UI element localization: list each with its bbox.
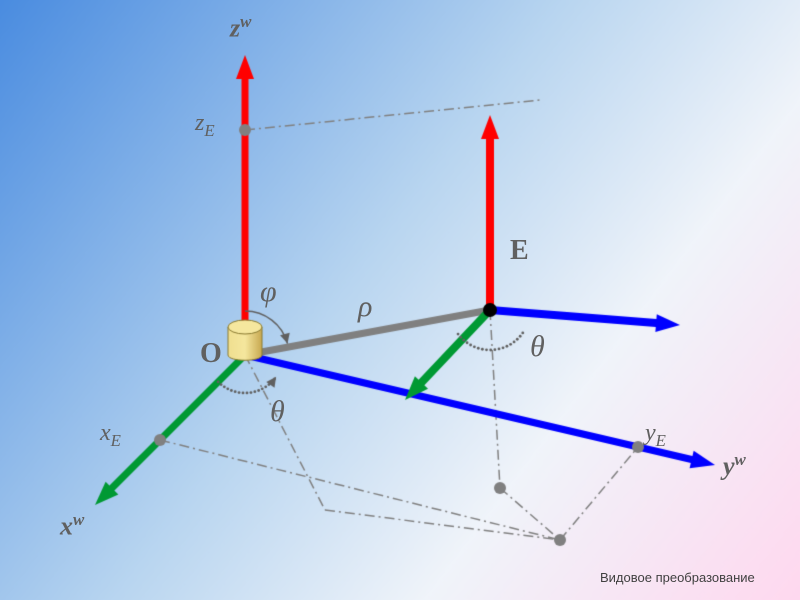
label-phi: φ [260, 275, 277, 309]
label-yE: yE [645, 420, 666, 451]
label-rho: ρ [358, 290, 372, 324]
label-E: E [510, 235, 529, 267]
diagram-canvas [0, 0, 800, 600]
label-O: O [200, 338, 222, 370]
label-yw: yw [723, 450, 746, 482]
label-thetaO: θ [270, 395, 285, 429]
label-xw: xw [60, 510, 84, 542]
label-xE: xE [100, 420, 121, 451]
label-zw: zw [230, 12, 251, 44]
footer-caption: Видовое преобразование [600, 570, 755, 585]
label-zE: zE [195, 110, 215, 141]
label-thetaE: θ [530, 330, 545, 364]
